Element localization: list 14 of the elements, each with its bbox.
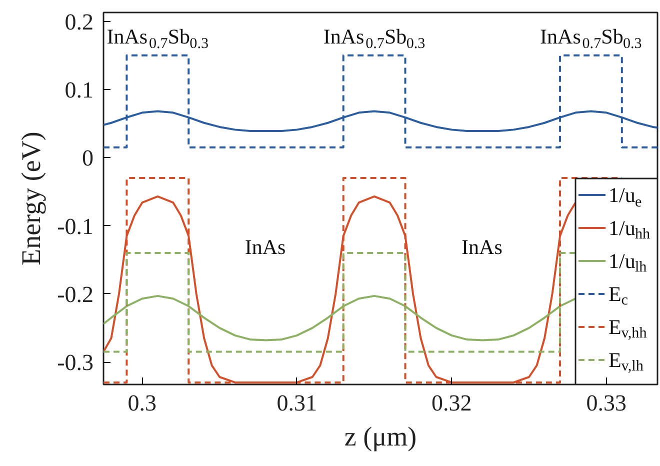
x-tick-label: 0.32 <box>432 390 472 416</box>
x-tick-label: 0.31 <box>276 390 318 416</box>
y-tick-label: -0.2 <box>57 282 94 307</box>
y-tick-label: 0.1 <box>64 77 94 102</box>
y-tick-label: -0.1 <box>57 214 94 239</box>
y-tick-label: 0.2 <box>64 9 94 34</box>
x-tick-label: 0.33 <box>586 390 627 416</box>
y-axis-title: Energy (eV) <box>16 132 46 266</box>
x-axis-title: z (μm) <box>344 422 417 452</box>
y-tick-label: 0 <box>82 146 94 171</box>
y-tick-label: -0.3 <box>57 350 94 376</box>
annotation: InAs <box>244 234 286 259</box>
annotation: InAs <box>462 234 502 259</box>
x-tick-label: 0.3 <box>128 390 157 416</box>
